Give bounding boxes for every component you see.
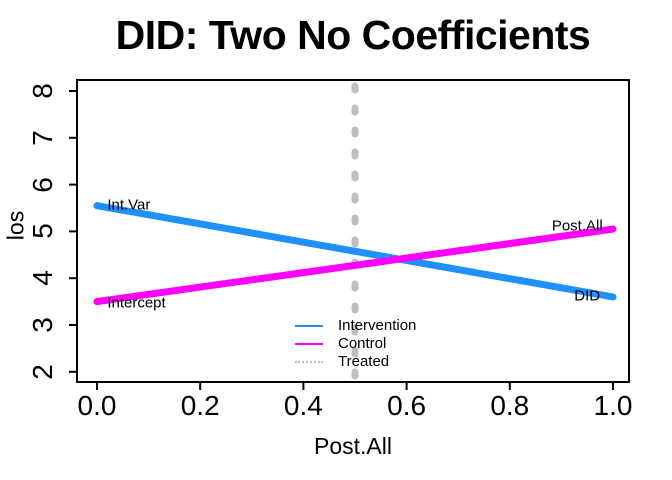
annotation-post-all: Post.All xyxy=(551,217,603,235)
y-tick-label: 2 xyxy=(27,364,58,380)
y-tick-label: 8 xyxy=(27,83,58,99)
legend-line-sample xyxy=(295,343,323,345)
x-tick-label: 0.6 xyxy=(387,390,427,421)
x-tick-label: 0.4 xyxy=(283,390,323,421)
x-tick-label: 1.0 xyxy=(593,390,633,421)
legend-row-treated: Treated xyxy=(295,353,416,371)
legend-label: Intervention xyxy=(338,317,417,334)
x-axis-label: Post.All xyxy=(314,433,392,459)
series-line-control xyxy=(93,225,617,306)
annotation-int-var: Int.Var xyxy=(107,196,151,214)
y-tick-label: 6 xyxy=(27,176,58,193)
x-tick-label: 0.2 xyxy=(180,390,220,421)
x-tick-label: 0.8 xyxy=(490,390,530,421)
annotation-intercept: Intercept xyxy=(107,294,166,312)
legend-row-intervention: Intervention xyxy=(295,317,416,335)
legend-label: Treated xyxy=(338,353,390,370)
y-tick-label: 4 xyxy=(27,270,58,286)
legend-line-sample xyxy=(295,361,323,363)
legend-line-sample xyxy=(295,325,323,327)
y-axis-label: los xyxy=(2,210,29,241)
y-tick-label: 3 xyxy=(27,317,58,333)
series-line-intervention xyxy=(93,202,617,301)
annotation-did: DID xyxy=(574,287,601,305)
legend-row-control: Control xyxy=(295,335,416,353)
plot-title: DID: Two No Coefficients xyxy=(115,12,591,58)
legend: Intervention Control Treated xyxy=(295,317,416,371)
y-tick-label: 5 xyxy=(27,223,58,240)
x-tick-label: 0.0 xyxy=(77,390,117,421)
legend-label: Control xyxy=(338,335,387,352)
y-tick-label: 7 xyxy=(27,130,58,146)
